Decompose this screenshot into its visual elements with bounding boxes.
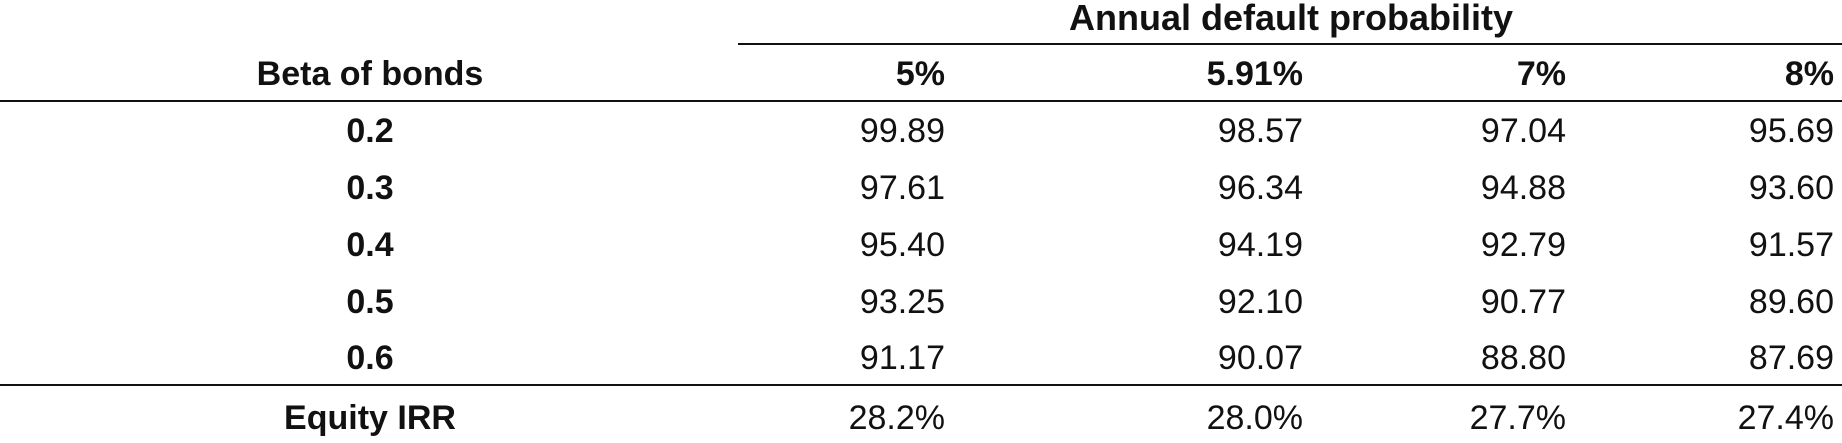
value-cell: 93.60 [1748, 169, 1834, 207]
value-cell: 92.10 [1217, 283, 1303, 321]
beta-cell: 0.4 [346, 226, 394, 264]
value-cell: 90.77 [1480, 283, 1566, 321]
value-cell: 94.88 [1480, 169, 1566, 207]
value-cell: 91.17 [859, 339, 945, 377]
column-header-8pct: 8% [1784, 55, 1834, 93]
beta-cell: 0.6 [346, 339, 394, 377]
equity-irr-value: 27.7% [1469, 399, 1566, 437]
group-header-underline [738, 43, 1842, 45]
value-cell: 87.69 [1748, 339, 1834, 377]
equity-irr-value: 28.2% [848, 399, 945, 437]
row-header-label: Beta of bonds [256, 55, 484, 93]
value-cell: 92.79 [1480, 226, 1566, 264]
value-cell: 90.07 [1217, 339, 1303, 377]
equity-irr-label: Equity IRR [284, 399, 456, 437]
beta-cell: 0.3 [346, 169, 394, 207]
column-header-7pct: 7% [1516, 55, 1566, 93]
equity-irr-value: 27.4% [1737, 399, 1834, 437]
value-cell: 97.61 [859, 169, 945, 207]
value-cell: 98.57 [1217, 112, 1303, 150]
value-cell: 94.19 [1217, 226, 1303, 264]
value-cell: 96.34 [1217, 169, 1303, 207]
value-cell: 95.69 [1748, 112, 1834, 150]
value-cell: 97.04 [1480, 112, 1566, 150]
column-header-5-91pct: 5.91% [1206, 55, 1303, 93]
group-header: Annual default probability [1068, 0, 1513, 38]
footer-divider [0, 384, 1842, 386]
beta-cell: 0.5 [346, 283, 394, 321]
value-cell: 99.89 [859, 112, 945, 150]
beta-cell: 0.2 [346, 112, 394, 150]
value-cell: 95.40 [859, 226, 945, 264]
equity-irr-value: 28.0% [1206, 399, 1303, 437]
value-cell: 88.80 [1480, 339, 1566, 377]
value-cell: 91.57 [1748, 226, 1834, 264]
header-divider [0, 100, 1842, 102]
value-cell: 93.25 [859, 283, 945, 321]
column-header-5pct: 5% [895, 55, 945, 93]
value-cell: 89.60 [1748, 283, 1834, 321]
